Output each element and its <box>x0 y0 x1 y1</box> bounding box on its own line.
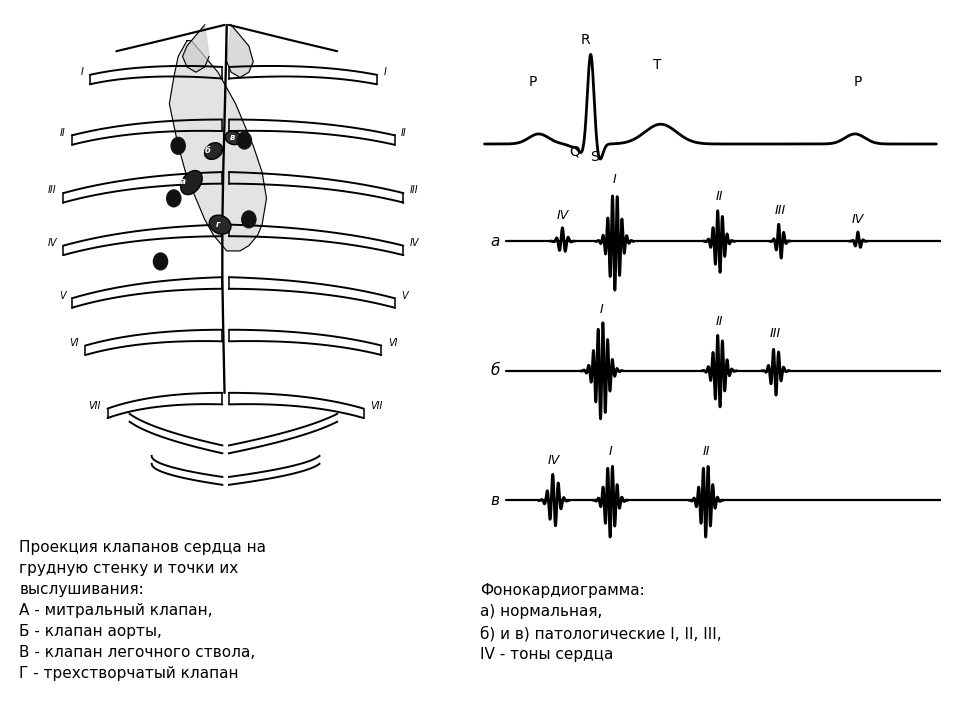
Text: Q: Q <box>569 145 580 158</box>
Text: VII: VII <box>371 401 383 411</box>
Text: в: в <box>491 493 499 508</box>
Circle shape <box>242 211 256 228</box>
Text: I: I <box>609 444 612 458</box>
Polygon shape <box>227 25 253 78</box>
Text: б: б <box>491 364 499 378</box>
Text: I: I <box>612 173 616 186</box>
Ellipse shape <box>204 143 223 159</box>
Circle shape <box>167 190 180 207</box>
Text: I: I <box>81 67 84 77</box>
Text: Проекция клапанов сердца на
грудную стенку и точки их
выслушивания:
А - митральн: Проекция клапанов сердца на грудную стен… <box>19 540 266 681</box>
Text: Фонокардиограмма:
а) нормальная,
б) и в) патологические I, II, III,
IV - тоны се: Фонокардиограмма: а) нормальная, б) и в)… <box>480 583 722 662</box>
Circle shape <box>237 132 252 149</box>
Text: I: I <box>600 302 604 315</box>
Text: P: P <box>853 76 862 89</box>
Text: III: III <box>775 204 785 217</box>
Text: T: T <box>653 58 661 72</box>
Text: P: P <box>529 76 538 89</box>
Text: а: а <box>180 177 185 186</box>
Text: г: г <box>216 220 220 229</box>
Text: VI: VI <box>69 338 79 348</box>
Text: II: II <box>401 127 407 138</box>
Text: IV: IV <box>410 238 420 248</box>
Text: VI: VI <box>388 338 397 348</box>
Ellipse shape <box>225 131 242 145</box>
Polygon shape <box>182 25 209 72</box>
Text: VII: VII <box>88 401 101 411</box>
Text: I: I <box>384 67 386 77</box>
Text: IV: IV <box>548 454 560 467</box>
Text: IV: IV <box>852 213 864 226</box>
Polygon shape <box>169 40 267 251</box>
Text: III: III <box>410 186 419 195</box>
Text: II: II <box>60 127 65 138</box>
Text: а: а <box>491 234 499 248</box>
Text: IV: IV <box>47 238 57 248</box>
Text: IV: IV <box>557 209 568 222</box>
Text: S: S <box>589 150 599 164</box>
Circle shape <box>154 253 168 270</box>
Ellipse shape <box>209 215 231 234</box>
Text: в: в <box>229 133 235 143</box>
Text: II: II <box>715 190 723 203</box>
Text: II: II <box>703 444 709 458</box>
Text: V: V <box>59 291 65 300</box>
Text: III: III <box>770 327 781 340</box>
Text: III: III <box>48 186 57 195</box>
Circle shape <box>171 138 185 154</box>
Text: II: II <box>715 315 723 328</box>
Text: б: б <box>205 145 211 155</box>
Text: V: V <box>401 291 408 300</box>
Text: R: R <box>580 33 589 47</box>
Ellipse shape <box>180 171 203 194</box>
